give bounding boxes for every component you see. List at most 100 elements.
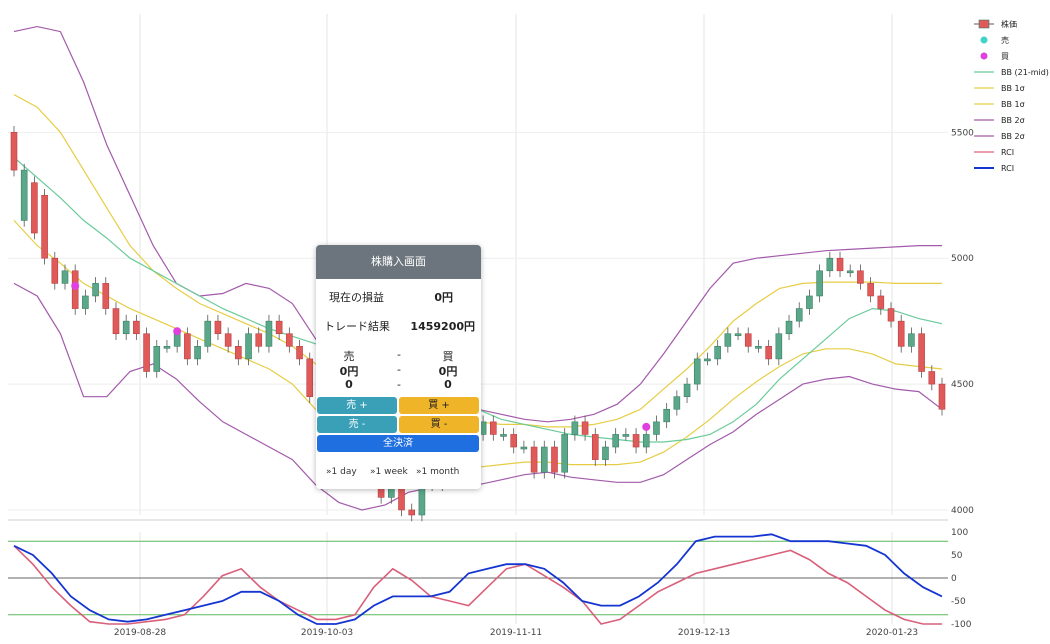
candle-body [857, 270, 864, 284]
candle-body [908, 333, 915, 347]
candle-body [683, 383, 691, 397]
candle-body [265, 320, 273, 347]
candle-body [571, 421, 579, 435]
legend-dot-icon [980, 52, 988, 60]
candle-body [887, 308, 895, 322]
buy-minus-button[interactable]: 買 - [399, 416, 479, 433]
candle-body [897, 320, 905, 347]
candle-body [194, 346, 201, 360]
legend-label: RCI [1001, 164, 1014, 173]
candle-body [92, 283, 99, 297]
candle-body [408, 509, 416, 516]
sell-minus-button[interactable]: 売 - [317, 416, 397, 433]
result-label: トレード結果 [324, 320, 390, 333]
legend-label: BB 2σ [1001, 116, 1025, 125]
candle-body [204, 320, 212, 347]
sell-signal-marker [642, 422, 651, 431]
rci-indicator [13, 533, 943, 625]
x-tick-label: 2019-11-11 [490, 628, 542, 638]
candle-body [489, 421, 497, 435]
candle-body [775, 333, 783, 360]
range-1-day[interactable]: »1 day [326, 467, 357, 477]
rci-tick-label: 0 [951, 574, 957, 584]
fast-forward-icon: » [416, 467, 422, 477]
candle-body [31, 182, 38, 234]
candle-body [734, 333, 742, 337]
legend-label: RCI [1001, 148, 1014, 157]
panel-title: 株購入画面 [316, 245, 481, 279]
sell-amount: 0円 [339, 365, 359, 378]
candle-body [10, 132, 18, 171]
x-tick-label: 2020-01-23 [866, 628, 918, 638]
sell-signal-marker [71, 281, 80, 290]
candle-body [591, 434, 599, 460]
candle-body [561, 434, 568, 473]
candle-body [286, 333, 293, 347]
candle-body [153, 346, 161, 372]
candle-body [112, 308, 120, 335]
legend-label: BB 2σ [1001, 132, 1025, 141]
candle-body [214, 320, 222, 335]
rci-tick-label: 50 [951, 551, 963, 561]
x-tick-label: 2019-08-28 [114, 628, 167, 638]
candle-body [806, 295, 813, 309]
candle-body [510, 434, 517, 448]
range-1-month[interactable]: »1 month [416, 467, 460, 477]
candle-body [540, 446, 548, 473]
axes: 2019-08-28 2019-10-03 2019-11-11 2019-12-13… [114, 128, 974, 638]
candle-body [714, 346, 721, 360]
result-value: 1459200円 [410, 320, 475, 333]
buy-amount: 0円 [438, 365, 458, 378]
candle-body [551, 446, 558, 473]
sell-plus-button[interactable]: 売 + [317, 397, 397, 414]
sell-count: 0 [345, 378, 353, 391]
rci-tick-label: -50 [951, 597, 966, 607]
candle-body [846, 270, 854, 274]
candle-body [795, 308, 803, 322]
candle-body [102, 283, 110, 309]
candle-body [255, 333, 263, 347]
legend-label: 買 [1001, 52, 1009, 61]
legend-label: 株価 [1001, 19, 1017, 29]
fast-forward-icon: » [326, 467, 332, 477]
candle-body [500, 434, 507, 437]
close-all-button[interactable]: 全決済 [317, 435, 479, 452]
candle-body [530, 446, 538, 473]
sell-signal-marker [173, 327, 182, 336]
price-tick-label: 5000 [951, 254, 974, 264]
price-tick-label: 4500 [951, 380, 974, 390]
candle-body [704, 358, 711, 362]
col-dash-2: - [397, 363, 401, 376]
candle-body [235, 346, 242, 360]
candle-body [612, 434, 619, 448]
candle-body [82, 295, 89, 309]
x-tick-label: 2019-12-13 [678, 628, 730, 638]
candle-body [133, 320, 140, 335]
candle-body [296, 346, 303, 360]
candle-body [173, 333, 181, 347]
candle-body [602, 446, 609, 460]
candle-body [653, 421, 660, 435]
candle-body [785, 320, 793, 335]
candle-body [41, 194, 48, 259]
candle-body [765, 346, 772, 360]
candle-body [877, 295, 885, 309]
col-dash-3: - [397, 378, 401, 391]
candle-body [816, 270, 823, 297]
candle-body [581, 421, 589, 435]
col-buy-header: 買 [442, 350, 454, 363]
range-1-week[interactable]: »1 week [370, 467, 408, 477]
candle-body [622, 434, 630, 437]
col-sell-header: 売 [343, 350, 355, 363]
candle-body [163, 346, 171, 349]
candle-body [642, 434, 650, 448]
buy-plus-button[interactable]: 買 + [399, 397, 479, 414]
trade-panel: 株購入画面 現在の損益 0円 トレード結果 1459200円 売 - 買 0円 … [316, 245, 481, 489]
candle-body [693, 358, 701, 385]
candle-body [61, 270, 69, 284]
candle-body [184, 333, 191, 360]
rci-tick-label: -100 [951, 620, 972, 630]
candle-body [673, 396, 681, 410]
